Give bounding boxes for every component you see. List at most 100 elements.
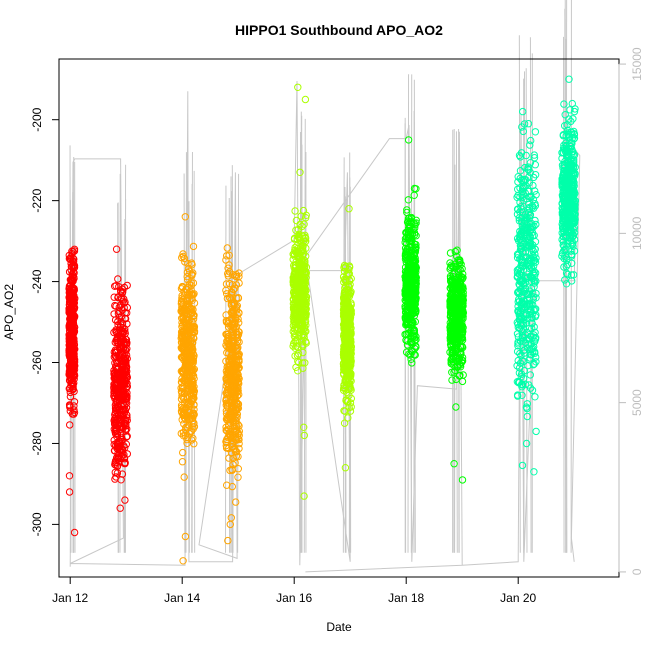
data-point <box>183 345 191 353</box>
data-point <box>230 362 238 370</box>
data-point <box>120 375 129 383</box>
data-point <box>223 481 231 489</box>
data-point <box>185 400 193 408</box>
data-point <box>231 272 239 280</box>
data-point <box>406 307 414 315</box>
data-point <box>114 317 122 326</box>
data-point <box>222 423 230 431</box>
data-point <box>406 223 414 231</box>
data-point <box>452 309 461 317</box>
data-point <box>289 255 297 264</box>
data-point <box>345 277 354 285</box>
data-point <box>410 326 418 334</box>
scatter-points <box>65 75 579 565</box>
data-point <box>403 206 411 214</box>
data-point <box>180 473 188 481</box>
data-point <box>402 348 411 356</box>
data-point <box>346 320 355 328</box>
data-point <box>230 372 238 380</box>
x-tick-label: Jan 16 <box>276 591 312 605</box>
data-point <box>344 310 352 318</box>
series-flight-4 <box>222 244 244 545</box>
data-point <box>189 411 197 420</box>
data-point <box>180 406 189 414</box>
data-point <box>187 259 196 267</box>
data-point <box>223 443 231 452</box>
data-point <box>187 355 195 363</box>
y-tick-label: -240 <box>30 269 44 293</box>
data-point <box>340 366 348 374</box>
data-point <box>70 371 79 380</box>
data-point <box>187 279 195 287</box>
data-point <box>116 343 124 352</box>
data-point <box>223 252 231 260</box>
data-point <box>296 283 305 291</box>
data-point <box>179 339 188 347</box>
data-point <box>299 206 308 215</box>
data-point <box>227 315 236 324</box>
data-point <box>68 410 77 418</box>
data-point <box>179 252 187 261</box>
data-point <box>187 386 195 394</box>
outlier-point <box>181 213 190 221</box>
data-point <box>302 337 310 346</box>
data-point <box>222 426 230 435</box>
data-point <box>113 444 121 452</box>
data-point <box>227 295 236 304</box>
data-point <box>446 319 454 327</box>
data-point <box>456 309 464 318</box>
data-point <box>447 326 455 334</box>
series-flight-8 <box>446 246 467 484</box>
data-point <box>229 335 237 343</box>
data-point <box>346 407 355 415</box>
data-point <box>531 128 540 136</box>
data-point <box>346 359 354 367</box>
data-point <box>513 210 522 218</box>
data-point <box>232 498 240 506</box>
x-axis: Jan 12 Jan 14 Jan 16 Jan 18 Jan 20 <box>52 576 537 605</box>
data-point <box>456 363 465 371</box>
x-tick-label: Jan 12 <box>52 591 88 605</box>
data-point <box>185 280 194 288</box>
data-point <box>411 289 419 297</box>
outlier-point <box>458 476 467 484</box>
data-point <box>110 374 118 382</box>
data-point <box>227 414 235 422</box>
data-point <box>185 415 193 423</box>
data-point <box>302 237 310 246</box>
data-point <box>121 325 129 333</box>
data-point <box>114 421 123 429</box>
data-point <box>344 397 352 406</box>
data-point <box>403 248 411 256</box>
series-flight-10 <box>558 75 579 288</box>
outlier-point <box>112 245 121 253</box>
data-point <box>120 408 129 416</box>
data-point <box>456 279 464 288</box>
data-point <box>121 357 130 366</box>
data-point <box>341 264 349 272</box>
data-point <box>346 314 354 323</box>
data-point <box>187 436 196 444</box>
data-point <box>111 282 119 290</box>
secondary-trace <box>69 0 581 573</box>
outlier-point <box>450 460 458 468</box>
data-point <box>453 285 461 294</box>
x-axis-title: Date <box>326 620 352 634</box>
data-point <box>232 306 241 314</box>
outlier-point <box>300 492 308 500</box>
data-point <box>120 283 129 292</box>
data-point <box>291 344 299 352</box>
series-flight-7 <box>401 136 420 367</box>
data-point <box>446 259 454 267</box>
data-point <box>408 359 416 367</box>
x-tick-label: Jan 20 <box>500 591 536 605</box>
data-point <box>298 338 306 346</box>
data-point <box>226 433 235 441</box>
y2-tick-label: 10000 <box>630 216 644 250</box>
data-point <box>178 392 186 400</box>
data-point <box>183 296 192 305</box>
data-point <box>70 304 78 313</box>
data-point <box>114 441 122 449</box>
data-point <box>402 276 411 285</box>
outlier-point <box>179 557 187 565</box>
